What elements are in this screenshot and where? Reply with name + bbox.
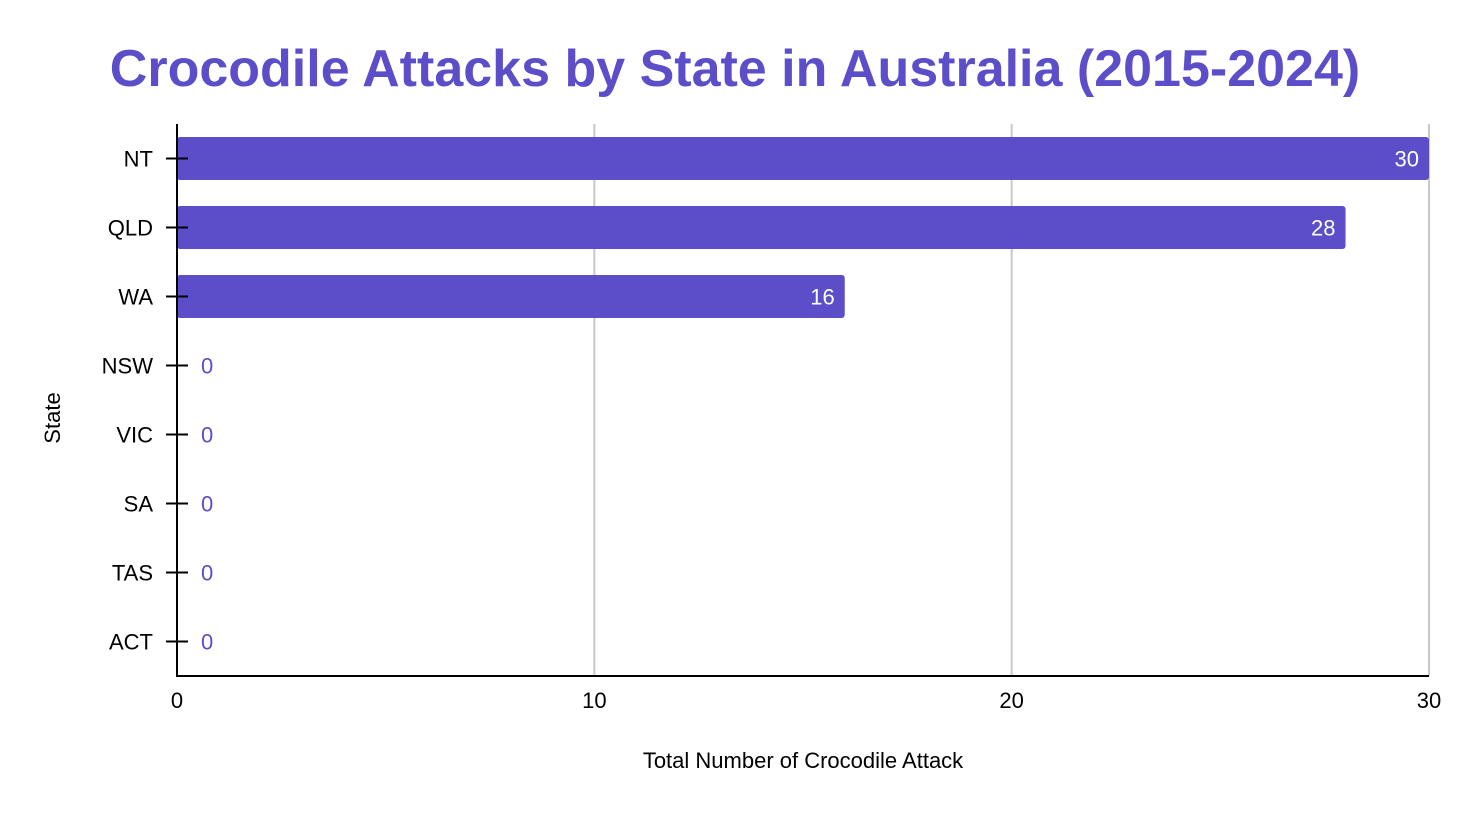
x-axis-title: Total Number of Crocodile Attack [643, 748, 964, 773]
y-axis-title: State [40, 392, 65, 443]
data-label-nt: 30 [1395, 147, 1419, 172]
data-label-act: 0 [201, 630, 213, 655]
bars [177, 137, 1429, 318]
x-tick-label: 20 [999, 688, 1023, 713]
x-tick-label: 0 [171, 688, 183, 713]
axes [176, 124, 1429, 677]
y-tick-label-sa: SA [124, 492, 154, 517]
x-tick-label: 30 [1417, 688, 1441, 713]
chart-title: Crocodile Attacks by State in Australia … [110, 40, 1360, 98]
y-tick-label-tas: TAS [112, 561, 153, 586]
y-tick-label-act: ACT [109, 630, 153, 655]
y-tick-label-qld: QLD [108, 216, 153, 241]
y-tick-label-nt: NT [124, 147, 153, 172]
data-label-qld: 28 [1311, 216, 1335, 241]
ticks: 0 10 20 30 NT QLD WA NSW VIC SA TAS ACT [102, 147, 1442, 714]
bar-wa [177, 275, 845, 318]
bar-nt [177, 137, 1429, 180]
x-tick-label: 10 [582, 688, 606, 713]
data-labels: 30 28 16 0 0 0 0 0 [201, 147, 1419, 655]
data-label-sa: 0 [201, 492, 213, 517]
y-tick-label-nsw: NSW [102, 354, 154, 379]
data-label-tas: 0 [201, 561, 213, 586]
data-label-wa: 16 [810, 285, 834, 310]
data-label-vic: 0 [201, 423, 213, 448]
bar-qld [177, 206, 1346, 249]
y-tick-label-vic: VIC [116, 423, 153, 448]
y-tick-label-wa: WA [118, 285, 153, 310]
data-label-nsw: 0 [201, 354, 213, 379]
